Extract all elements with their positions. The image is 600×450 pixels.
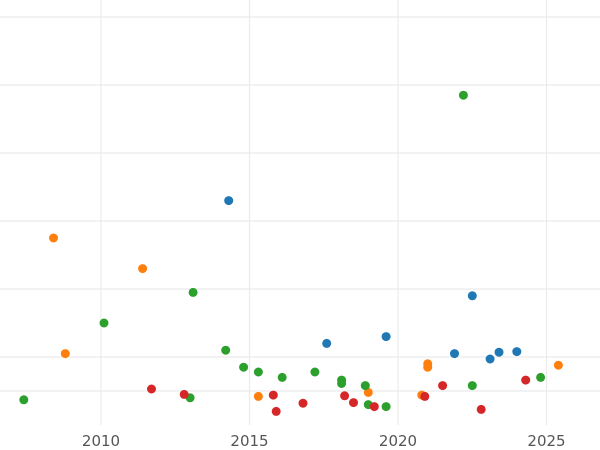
data-point-series2-9 (553, 360, 563, 370)
data-point-series1-6 (485, 354, 495, 364)
data-point-series3-17 (536, 372, 546, 382)
data-point-series1-5 (467, 291, 477, 301)
data-point-series4-10 (438, 381, 448, 391)
x-axis-tick-labels: 2010 2015 2020 2025 (82, 432, 566, 450)
data-point-series4-7 (349, 398, 358, 408)
data-point-series2-8 (423, 362, 433, 372)
data-point-series3-6 (239, 362, 249, 372)
data-point-series2-3 (138, 264, 148, 274)
x-tick-label: 2015 (230, 432, 268, 450)
data-point-series3-15 (458, 90, 468, 100)
data-point-series4-3 (268, 390, 278, 400)
data-point-series4-4 (271, 406, 281, 416)
data-point-series3-1 (19, 395, 29, 405)
data-point-series3-12 (360, 381, 370, 391)
data-point-series4-8 (369, 402, 379, 412)
data-point-series1-3 (381, 332, 391, 342)
data-point-series1-2 (322, 338, 332, 348)
x-tick-label: 2010 (82, 432, 120, 450)
data-point-series1-4 (450, 349, 459, 359)
data-point-series4-6 (340, 391, 350, 401)
data-point-series2-1 (49, 233, 58, 243)
data-point-series3-4 (188, 287, 198, 297)
data-point-series3-16 (467, 381, 477, 391)
data-point-series3-2 (99, 318, 109, 328)
data-point-series3-7 (253, 367, 263, 377)
data-point-series4-11 (476, 404, 486, 414)
data-points (19, 90, 563, 416)
data-point-series1-8 (512, 347, 522, 357)
data-point-series4-2 (179, 389, 189, 399)
data-point-series2-5 (363, 387, 373, 397)
data-point-series2-2 (60, 349, 70, 359)
data-point-series1-1 (224, 196, 234, 206)
data-point-series3-5 (221, 345, 231, 355)
x-tick-label: 2020 (379, 432, 417, 450)
data-point-series4-5 (298, 398, 308, 408)
data-point-series3-14 (381, 402, 391, 412)
data-point-series4-9 (420, 391, 430, 401)
grid (0, 0, 600, 425)
data-point-series3-8 (277, 372, 287, 382)
data-point-series4-12 (521, 375, 531, 385)
data-point-series4-1 (147, 384, 156, 394)
data-point-series2-4 (253, 391, 263, 401)
x-tick-label: 2025 (527, 432, 565, 450)
data-point-series1-7 (494, 347, 504, 357)
data-point-series3-11 (337, 379, 347, 388)
data-point-series3-9 (310, 367, 320, 377)
